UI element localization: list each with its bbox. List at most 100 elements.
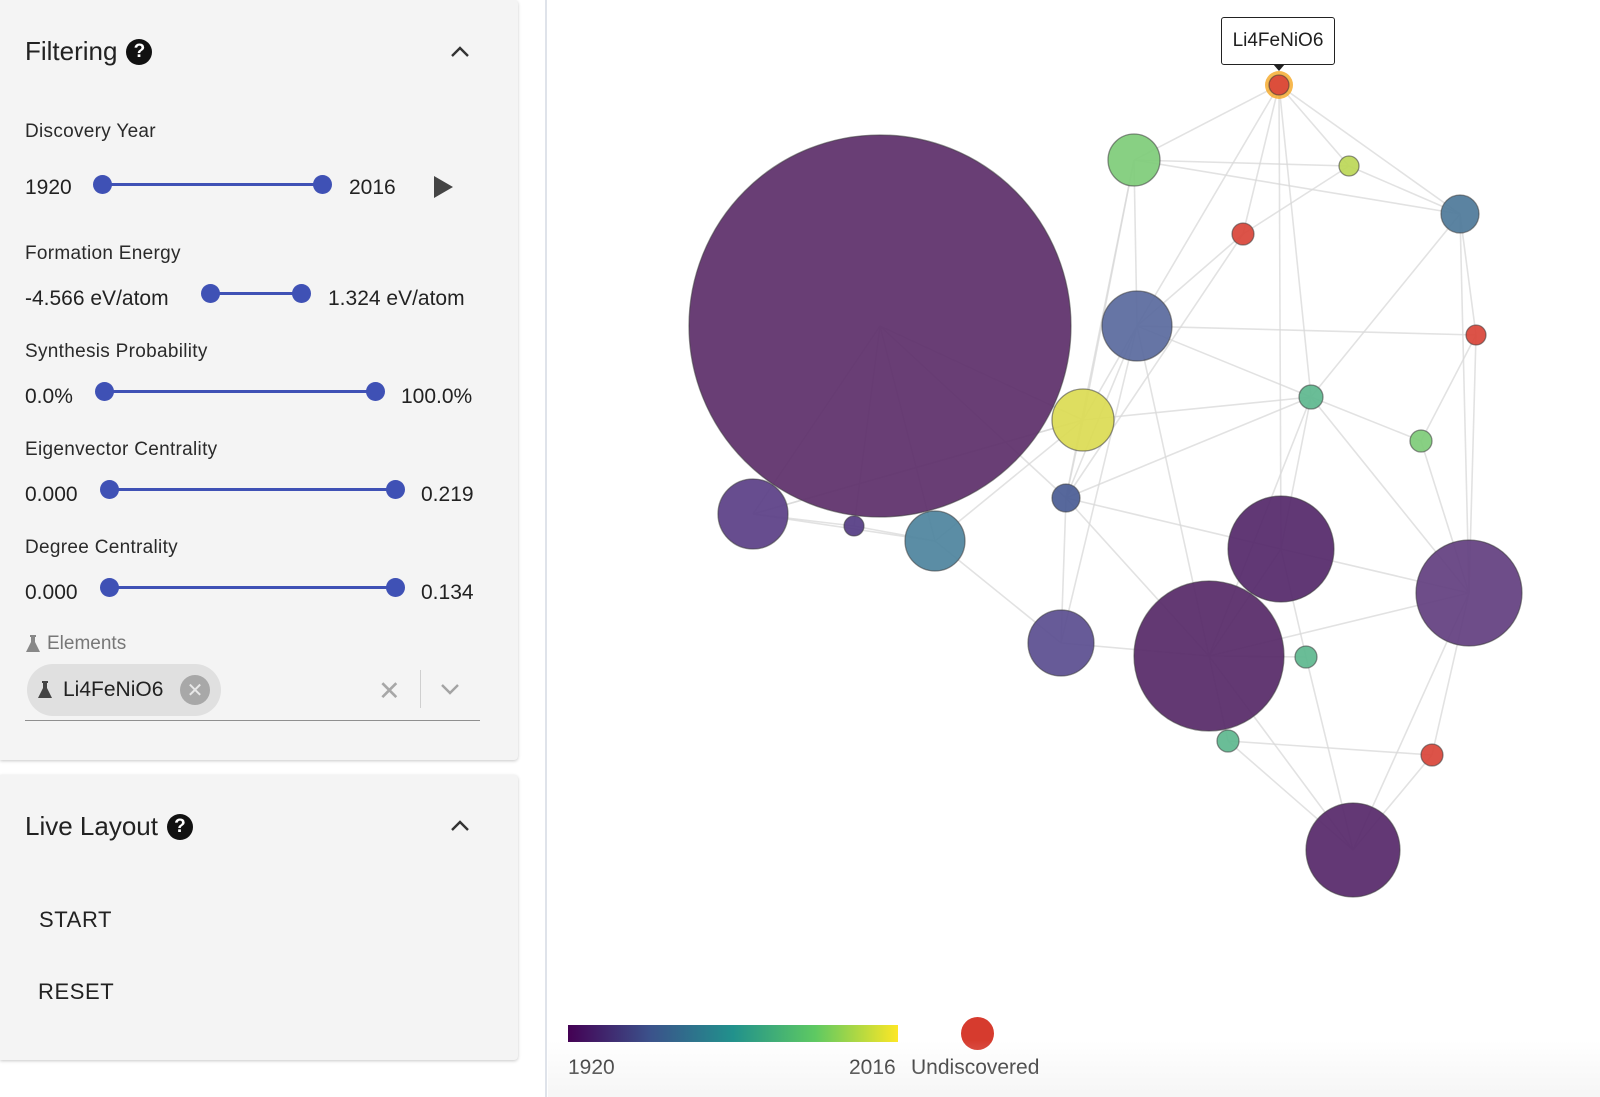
- graph-node[interactable]: [1440, 194, 1480, 234]
- graph-edge: [1278, 84, 1461, 215]
- legend-undiscovered: Undiscovered: [911, 1056, 1040, 1079]
- chevron-up-icon[interactable]: [446, 42, 474, 62]
- graph-node[interactable]: [904, 510, 966, 572]
- tooltip-arrow: [1273, 64, 1285, 71]
- live-layout-header: Live Layout ?: [25, 811, 193, 842]
- degree-centrality-track[interactable]: [109, 586, 395, 589]
- discovery-year-track[interactable]: [102, 183, 322, 186]
- graph-nodes: [688, 71, 1523, 898]
- graph-edge: [1133, 159, 1461, 215]
- clear-icon[interactable]: ✕: [378, 676, 401, 706]
- graph-node[interactable]: [1338, 155, 1360, 177]
- degree-centrality-label: Degree Centrality: [25, 537, 178, 558]
- sidebar-divider: [545, 0, 547, 1097]
- legend-min: 1920: [568, 1056, 615, 1079]
- graph-edge: [1459, 213, 1470, 594]
- graph-node[interactable]: [688, 134, 1072, 518]
- graph-node[interactable]: [1051, 483, 1081, 513]
- graph-edge: [1133, 84, 1280, 161]
- graph-edge: [934, 419, 1084, 542]
- graph-node[interactable]: [1409, 429, 1433, 453]
- graph-node[interactable]: [1415, 539, 1523, 647]
- graph-node[interactable]: [1051, 388, 1115, 452]
- graph-node[interactable]: [717, 478, 789, 550]
- formation-energy-track[interactable]: [210, 292, 302, 295]
- eigenvector-centrality-min-thumb[interactable]: [100, 480, 119, 499]
- discovery-year-max: 2016: [349, 176, 396, 199]
- discovery-year-label: Discovery Year: [25, 121, 156, 142]
- input-divider: [420, 670, 421, 708]
- filtering-header: Filtering ?: [25, 36, 153, 67]
- degree-centrality-max-thumb[interactable]: [386, 578, 405, 597]
- graph-edge: [1278, 84, 1350, 167]
- graph-edge: [1310, 213, 1461, 398]
- graph-node[interactable]: [843, 515, 865, 537]
- graph-edge: [1082, 396, 1312, 421]
- graph-edge: [1227, 740, 1433, 756]
- graph-edge: [1133, 159, 1350, 167]
- graph-node[interactable]: [1268, 74, 1290, 96]
- graph-edge: [1348, 165, 1461, 215]
- formation-energy-min: -4.566 eV/atom: [25, 287, 169, 310]
- help-icon[interactable]: ?: [166, 813, 193, 840]
- help-icon[interactable]: ?: [126, 38, 153, 65]
- formation-energy-max-thumb[interactable]: [292, 284, 311, 303]
- graph-node[interactable]: [1231, 222, 1255, 246]
- graph-node[interactable]: [1294, 645, 1318, 669]
- elements-input-underline: [25, 720, 480, 721]
- degree-centrality-max: 0.134: [421, 581, 474, 604]
- graph-node[interactable]: [1420, 743, 1444, 767]
- synthesis-probability-max-thumb[interactable]: [366, 382, 385, 401]
- reset-button[interactable]: RESET: [38, 979, 115, 1004]
- graph-edge: [1278, 84, 1312, 398]
- graph-edge: [1065, 233, 1244, 499]
- graph-node[interactable]: [1133, 580, 1285, 732]
- sidebar: Filtering ? Discovery Year 1920 2016 For…: [0, 0, 545, 1097]
- eigenvector-centrality-max-thumb[interactable]: [386, 480, 405, 499]
- elements-label: Elements: [25, 633, 126, 655]
- eigenvector-centrality-label: Eigenvector Centrality: [25, 439, 218, 460]
- chevron-down-icon[interactable]: [437, 680, 463, 698]
- graph-edge: [1278, 84, 1282, 550]
- graph-edge: [1065, 396, 1312, 499]
- graph-node[interactable]: [1465, 324, 1487, 346]
- graph-node[interactable]: [1107, 133, 1161, 187]
- graph-node[interactable]: [1027, 609, 1095, 677]
- flask-icon: [38, 681, 52, 698]
- formation-energy-min-thumb[interactable]: [201, 284, 220, 303]
- synthesis-probability-track[interactable]: [104, 390, 375, 393]
- undiscovered-swatch: [961, 1017, 994, 1050]
- graph-edge: [1136, 84, 1280, 327]
- bottom-fade: [548, 1040, 1600, 1097]
- degree-centrality-min: 0.000: [25, 581, 78, 604]
- eigenvector-centrality-track[interactable]: [109, 488, 395, 491]
- graph-edge: [1242, 165, 1350, 235]
- discovery-year-max-thumb[interactable]: [313, 175, 332, 194]
- flask-icon: [26, 635, 40, 652]
- graph-node[interactable]: [1227, 495, 1335, 603]
- legend-max: 2016: [849, 1056, 896, 1079]
- chevron-up-icon[interactable]: [446, 816, 474, 836]
- graph-node[interactable]: [1101, 290, 1173, 362]
- discovery-year-min-thumb[interactable]: [93, 175, 112, 194]
- synthesis-probability-max: 100.0%: [401, 385, 473, 408]
- element-chip[interactable]: Li4FeNiO6 ✕: [27, 664, 221, 716]
- synthesis-probability-min-thumb[interactable]: [95, 382, 114, 401]
- graph-node[interactable]: [1216, 729, 1240, 753]
- graph-edge: [1459, 213, 1477, 336]
- node-tooltip: Li4FeNiO6: [1221, 17, 1335, 65]
- eigenvector-centrality-max: 0.219: [421, 483, 474, 506]
- play-icon[interactable]: [434, 176, 453, 198]
- degree-centrality-min-thumb[interactable]: [100, 578, 119, 597]
- graph-node[interactable]: [1305, 802, 1401, 898]
- start-button[interactable]: START: [39, 907, 113, 932]
- graph-edge: [1310, 396, 1422, 442]
- element-chip-label: Li4FeNiO6: [63, 678, 164, 701]
- formation-energy-max: 1.324 eV/atom: [328, 287, 465, 310]
- graph-edge: [1136, 325, 1477, 336]
- filtering-panel: Filtering ? Discovery Year 1920 2016 For…: [0, 0, 518, 760]
- network-graph[interactable]: [548, 0, 1600, 1040]
- graph-node[interactable]: [1298, 384, 1324, 410]
- filtering-title: Filtering: [25, 36, 118, 66]
- chip-remove-icon[interactable]: ✕: [180, 675, 210, 705]
